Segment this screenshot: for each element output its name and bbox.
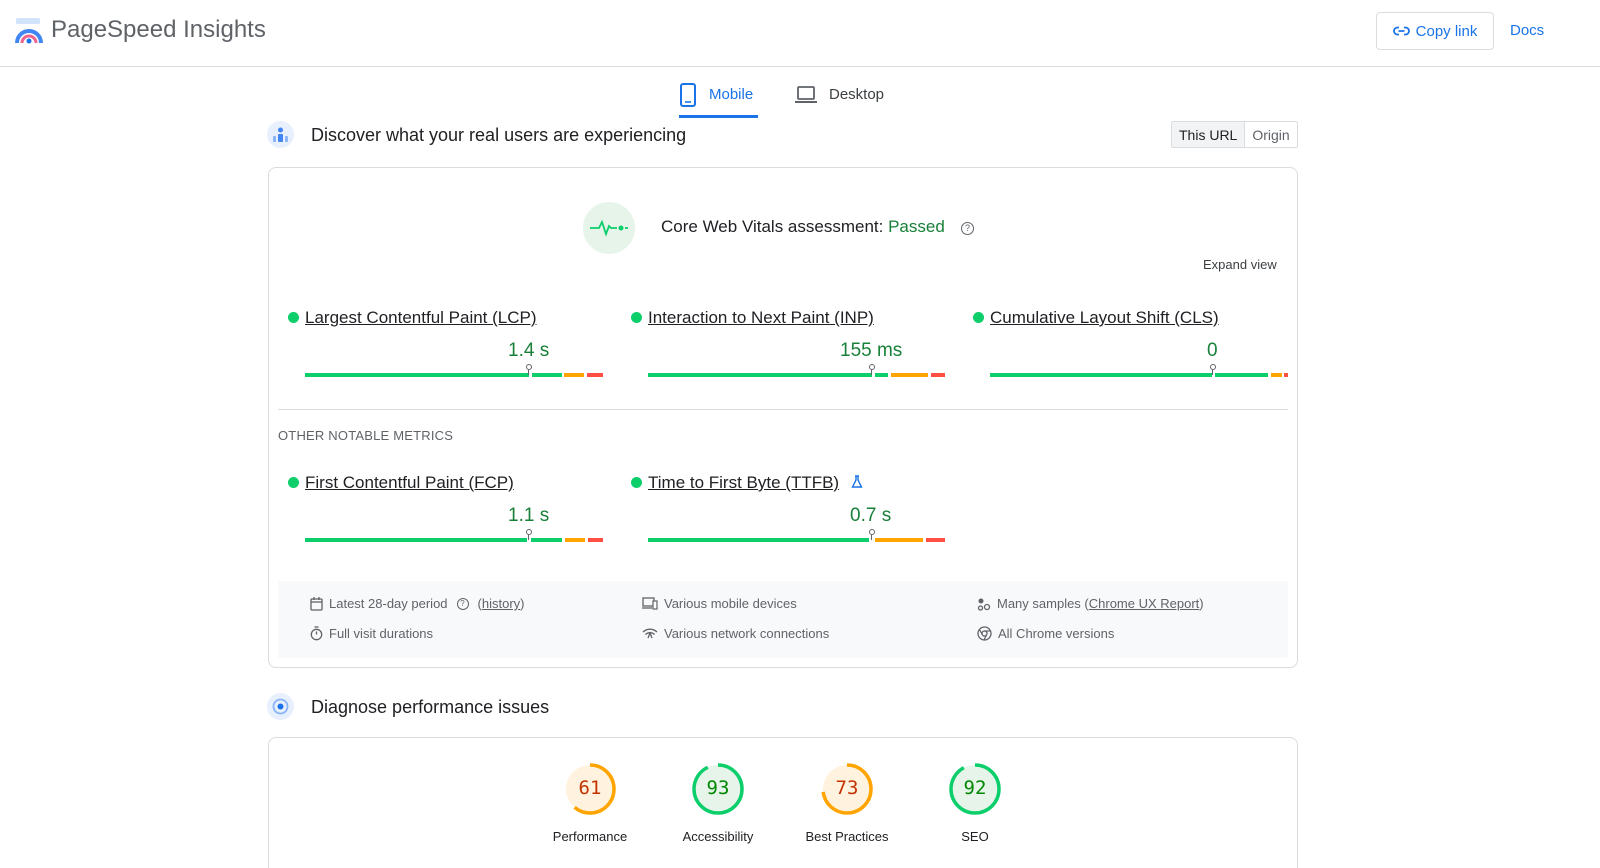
metric-fcp-value: 1.1 s <box>508 505 550 526</box>
p75-marker <box>1210 364 1216 370</box>
meta-network-label: Various network connections <box>664 626 830 641</box>
metric-fcp-link[interactable]: First Contentful Paint (FCP) <box>305 473 514 492</box>
meta-period: Latest 28-day period ? (history) <box>310 596 525 611</box>
meta-devices-label: Various mobile devices <box>664 596 797 611</box>
meta-devices: Various mobile devices <box>642 596 797 611</box>
tab-desktop[interactable]: Desktop <box>795 78 884 118</box>
metric-ttfb-link[interactable]: Time to First Byte (TTFB) <box>648 473 840 492</box>
cwv-pulse-icon <box>583 202 635 254</box>
url-origin-toggle: This URL Origin <box>1171 121 1298 148</box>
chrome-icon <box>977 626 992 641</box>
data-collection-info <box>278 581 1288 658</box>
tab-desktop-label: Desktop <box>829 86 885 103</box>
metric-status-dot <box>631 312 642 323</box>
metric-cls-distribution <box>990 373 1288 377</box>
history-link[interactable]: history <box>481 596 521 611</box>
metric-lcp-link[interactable]: Largest Contentful Paint (LCP) <box>305 308 537 327</box>
pagespeed-logo-icon <box>15 18 43 44</box>
cwv-status: Passed <box>888 217 945 236</box>
metric-inp-value: 155 ms <box>840 340 903 361</box>
p75-marker-stem <box>528 370 530 375</box>
performance-score: 61 <box>578 777 602 799</box>
tab-mobile[interactable]: Mobile <box>679 78 758 118</box>
p75-marker <box>869 529 875 535</box>
meta-durations: Full visit durations <box>310 626 433 641</box>
docs-link[interactable]: Docs <box>1510 22 1545 39</box>
chrome-ux-report-link[interactable]: Chrome UX Report <box>1088 596 1200 611</box>
diagnose-icon <box>267 693 294 720</box>
help-icon[interactable]: ? <box>456 597 469 610</box>
meta-samples-prefix: Many samples ( <box>997 596 1089 611</box>
meta-history-wrap: (history) <box>477 596 525 611</box>
meta-network: Various network connections <box>642 626 829 641</box>
wifi-icon <box>642 628 658 639</box>
meta-samples: Many samples (Chrome UX Report) <box>977 596 1204 611</box>
link-icon <box>1392 26 1410 36</box>
meta-period-label: Latest 28-day period <box>329 596 448 611</box>
metric-lcp-value: 1.4 s <box>508 340 550 361</box>
expand-view-button[interactable]: Expand view <box>1203 257 1277 272</box>
laptop-icon <box>795 85 817 103</box>
copy-link-button[interactable]: Copy link <box>1376 12 1494 50</box>
flask-icon <box>851 475 863 488</box>
lab-data-card <box>268 737 1298 868</box>
performance-score-gauge[interactable] <box>563 762 617 816</box>
performance-label: Performance <box>552 829 628 844</box>
copy-link-label: Copy link <box>1415 22 1478 40</box>
meta-samples-suffix: ) <box>1199 596 1204 611</box>
p75-marker <box>526 364 532 370</box>
lab-data-title: Diagnose performance issues <box>311 697 550 717</box>
cwv-assessment: Core Web Vitals assessment: Passed <box>661 217 945 237</box>
meta-samples-label: Many samples (Chrome UX Report) <box>997 596 1204 611</box>
p75-marker-stem <box>528 535 530 540</box>
metric-cls-link[interactable]: Cumulative Layout Shift (CLS) <box>990 308 1219 327</box>
seo-score-gauge[interactable] <box>948 762 1002 816</box>
seo-score: 92 <box>963 777 987 799</box>
metric-inp-distribution <box>648 373 945 377</box>
best-practices-score-gauge[interactable] <box>820 762 874 816</box>
metric-fcp-distribution <box>305 538 603 542</box>
seo-label: SEO <box>961 829 989 844</box>
metric-cls-value: 0 <box>1207 340 1218 361</box>
p75-marker-stem <box>871 535 873 540</box>
meta-durations-label: Full visit durations <box>329 626 434 641</box>
accessibility-score-gauge[interactable] <box>691 762 745 816</box>
stopwatch-icon <box>310 626 323 641</box>
p75-marker <box>526 529 532 535</box>
accessibility-label: Accessibility <box>682 829 754 844</box>
other-metrics-heading: OTHER NOTABLE METRICS <box>278 428 454 443</box>
metric-ttfb-value: 0.7 s <box>850 505 892 526</box>
best-practices-score: 73 <box>835 777 859 799</box>
help-icon[interactable]: ? <box>961 222 974 235</box>
metric-inp-link[interactable]: Interaction to Next Paint (INP) <box>648 308 874 327</box>
toggle-origin[interactable]: Origin <box>1252 127 1290 143</box>
meta-versions-label: All Chrome versions <box>998 626 1115 641</box>
devices-icon <box>642 597 658 610</box>
accessibility-score: 93 <box>706 777 730 799</box>
metric-status-dot <box>973 312 984 323</box>
metric-ttfb-distribution <box>648 538 945 542</box>
metric-status-dot <box>631 477 642 488</box>
toggle-this-url[interactable]: This URL <box>1172 122 1246 147</box>
samples-icon <box>977 598 991 611</box>
p75-marker-stem <box>871 370 873 375</box>
field-data-title: Discover what your real users are experi… <box>311 125 687 145</box>
meta-versions: All Chrome versions <box>977 626 1114 641</box>
phone-icon <box>680 82 696 107</box>
top-bar: PageSpeed Insights Copy link Docs <box>0 0 1600 67</box>
p75-marker-stem <box>1212 370 1214 375</box>
calendar-icon <box>310 596 323 611</box>
app-title: PageSpeed Insights <box>51 16 266 43</box>
tab-mobile-label: Mobile <box>709 86 754 103</box>
best-practices-label: Best Practices <box>805 829 889 844</box>
p75-marker <box>869 364 875 370</box>
metric-status-dot <box>288 312 299 323</box>
cwv-assessment-label: Core Web Vitals assessment: <box>661 217 884 236</box>
real-users-icon <box>267 121 294 148</box>
metric-status-dot <box>288 477 299 488</box>
metric-lcp-distribution <box>305 373 603 377</box>
section-divider <box>278 409 1288 410</box>
